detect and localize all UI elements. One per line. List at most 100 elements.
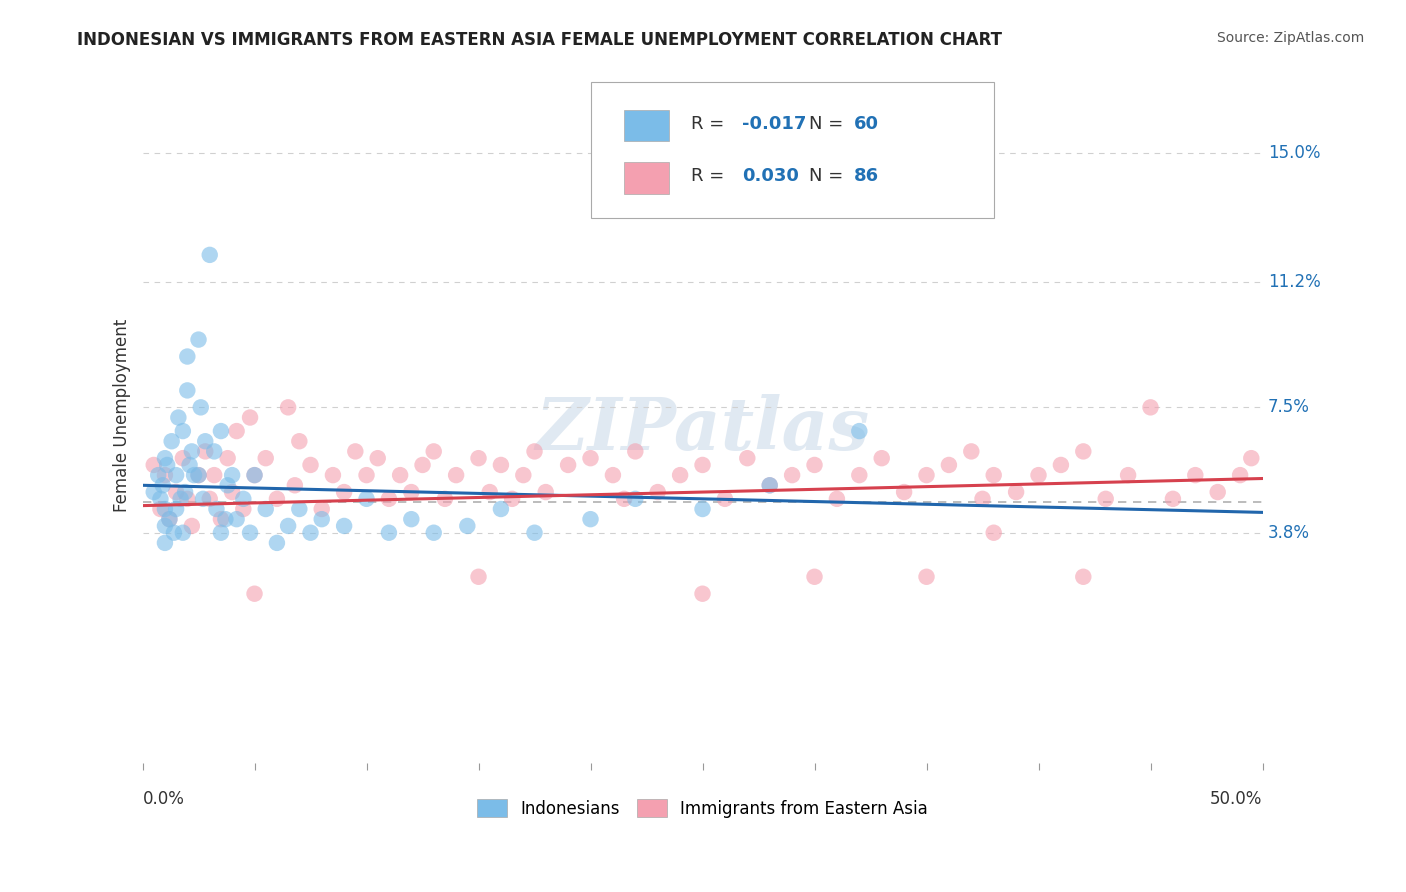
Point	[172, 424, 194, 438]
Point	[209, 424, 232, 438]
Point	[239, 410, 262, 425]
Point	[579, 512, 602, 526]
Point	[149, 491, 172, 506]
Text: R =: R =	[692, 115, 730, 133]
Point	[160, 434, 183, 449]
Point	[266, 536, 288, 550]
Point	[378, 525, 401, 540]
Point	[512, 468, 534, 483]
Point	[467, 570, 489, 584]
Point	[1071, 444, 1094, 458]
Point	[142, 458, 165, 472]
Point	[737, 451, 759, 466]
Point	[221, 468, 243, 483]
Point	[176, 491, 198, 506]
Point	[254, 502, 277, 516]
Point	[202, 468, 225, 483]
Point	[1028, 468, 1050, 483]
Point	[467, 451, 489, 466]
Point	[153, 468, 176, 483]
Text: 0.030: 0.030	[742, 167, 799, 186]
Point	[176, 350, 198, 364]
Point	[288, 502, 311, 516]
Point	[179, 458, 201, 472]
Point	[217, 451, 239, 466]
Point	[557, 458, 579, 472]
Point	[1161, 491, 1184, 506]
Point	[624, 491, 647, 506]
Point	[172, 525, 194, 540]
Point	[198, 491, 221, 506]
Point	[191, 491, 214, 506]
Point	[613, 491, 636, 506]
Point	[288, 434, 311, 449]
Point	[422, 444, 444, 458]
Point	[167, 410, 190, 425]
Point	[152, 478, 174, 492]
Point	[180, 519, 202, 533]
Point	[870, 451, 893, 466]
Text: 86: 86	[853, 167, 879, 186]
Point	[523, 444, 546, 458]
Point	[1184, 468, 1206, 483]
Point	[1116, 468, 1139, 483]
Point	[972, 491, 994, 506]
Point	[1139, 401, 1161, 415]
Text: N =: N =	[808, 167, 849, 186]
Point	[322, 468, 344, 483]
Point	[284, 478, 307, 492]
Point	[489, 458, 512, 472]
Y-axis label: Female Unemployment: Female Unemployment	[114, 319, 131, 512]
Point	[523, 525, 546, 540]
Point	[214, 512, 236, 526]
Text: 3.8%: 3.8%	[1268, 524, 1310, 541]
Text: 50.0%: 50.0%	[1211, 790, 1263, 808]
Point	[148, 468, 170, 483]
Point	[1229, 468, 1251, 483]
Text: INDONESIAN VS IMMIGRANTS FROM EASTERN ASIA FEMALE UNEMPLOYMENT CORRELATION CHART: INDONESIAN VS IMMIGRANTS FROM EASTERN AS…	[77, 31, 1002, 49]
Text: 60: 60	[853, 115, 879, 133]
Point	[254, 451, 277, 466]
Point	[333, 485, 356, 500]
Text: 15.0%: 15.0%	[1268, 145, 1320, 162]
Point	[960, 444, 983, 458]
Point	[647, 485, 669, 500]
Point	[232, 491, 254, 506]
Point	[669, 468, 692, 483]
Point	[1206, 485, 1229, 500]
Legend: Indonesians, Immigrants from Eastern Asia: Indonesians, Immigrants from Eastern Asi…	[471, 793, 935, 824]
Point	[311, 512, 333, 526]
Point	[202, 444, 225, 458]
Text: N =: N =	[808, 115, 849, 133]
Point	[401, 512, 423, 526]
Point	[692, 458, 714, 472]
Text: ZIPatlas: ZIPatlas	[536, 394, 869, 466]
Point	[938, 458, 960, 472]
Point	[153, 451, 176, 466]
Point	[243, 468, 266, 483]
Point	[333, 519, 356, 533]
Point	[758, 478, 780, 492]
Point	[217, 478, 239, 492]
Point	[456, 519, 478, 533]
Text: 0.0%: 0.0%	[142, 790, 184, 808]
Point	[983, 468, 1005, 483]
Point	[169, 491, 191, 506]
Point	[165, 502, 187, 516]
Point	[602, 468, 624, 483]
Point	[1071, 570, 1094, 584]
Point	[356, 468, 378, 483]
Point	[266, 491, 288, 506]
Point	[239, 525, 262, 540]
Point	[780, 468, 803, 483]
Point	[803, 458, 825, 472]
Point	[198, 248, 221, 262]
Point	[172, 451, 194, 466]
Point	[221, 485, 243, 500]
Point	[803, 570, 825, 584]
Point	[163, 525, 186, 540]
Text: Source: ZipAtlas.com: Source: ZipAtlas.com	[1216, 31, 1364, 45]
Point	[893, 485, 915, 500]
Point	[299, 525, 322, 540]
Point	[367, 451, 389, 466]
